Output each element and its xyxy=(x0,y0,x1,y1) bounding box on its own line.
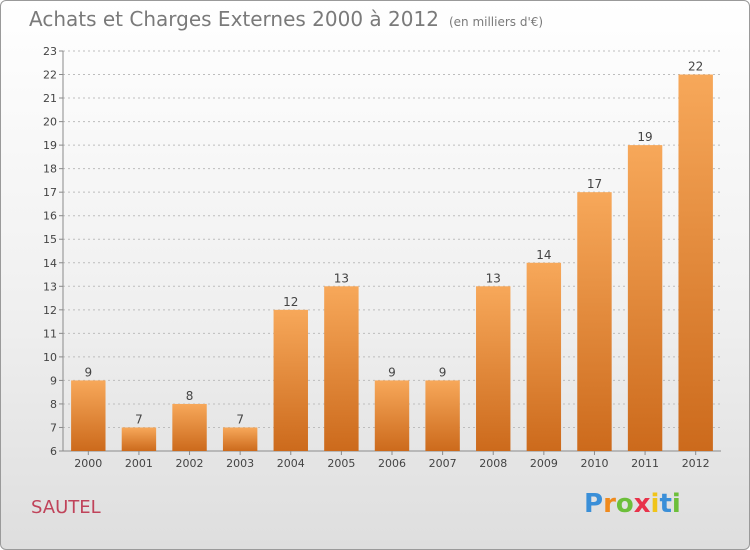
data-label: 8 xyxy=(186,389,194,403)
logo-letter: r xyxy=(603,489,616,519)
logo-letter: x xyxy=(633,489,651,519)
bar-2011 xyxy=(627,145,663,451)
x-tick-label: 2008 xyxy=(479,457,507,470)
x-tick-label: 2006 xyxy=(378,457,406,470)
y-tick-label: 22 xyxy=(43,69,57,82)
y-tick-label: 16 xyxy=(43,210,57,223)
x-tick-label: 2011 xyxy=(631,457,659,470)
x-tick-label: 2007 xyxy=(429,457,457,470)
city-label: SAUTEL xyxy=(31,497,101,518)
y-tick-label: 20 xyxy=(43,116,57,129)
bar-2004 xyxy=(273,309,308,451)
data-label: 22 xyxy=(688,60,703,74)
x-tick-label: 2009 xyxy=(530,457,558,470)
y-tick-label: 19 xyxy=(43,139,57,152)
y-tick-label: 11 xyxy=(43,327,57,340)
chart-title-text: Achats et Charges Externes 2000 à 2012 xyxy=(29,7,439,31)
y-tick-label: 8 xyxy=(50,398,57,411)
data-label: 9 xyxy=(439,365,447,379)
x-tick-label: 2001 xyxy=(125,457,153,470)
y-tick-label: 10 xyxy=(43,351,57,364)
y-tick-label: 13 xyxy=(43,280,57,293)
y-tick-label: 18 xyxy=(43,163,57,176)
bar-2010 xyxy=(577,192,612,452)
x-tick-label: 2012 xyxy=(682,457,710,470)
bar-2003 xyxy=(222,427,258,451)
logo-letter: o xyxy=(615,489,634,519)
y-tick-label: 21 xyxy=(43,92,57,105)
logo-letter: t xyxy=(659,489,672,519)
data-label: 9 xyxy=(388,365,396,379)
x-tick-label: 2002 xyxy=(176,457,204,470)
data-label: 9 xyxy=(84,365,92,379)
x-tick-label: 2000 xyxy=(74,457,102,470)
x-tick-label: 2010 xyxy=(580,457,608,470)
logo-letter: i xyxy=(650,489,660,519)
bar-2005 xyxy=(324,286,359,451)
y-tick-label: 7 xyxy=(50,421,57,434)
x-tick-label: 2003 xyxy=(226,457,254,470)
y-tick-label: 6 xyxy=(50,445,57,458)
chart-title: Achats et Charges Externes 2000 à 2012 (e… xyxy=(29,7,543,31)
bar-2000 xyxy=(71,380,106,451)
data-label: 19 xyxy=(637,130,652,144)
chart-unit-text: (en milliers d'€) xyxy=(448,15,544,29)
bar-2007 xyxy=(425,380,460,451)
x-tick-label: 2005 xyxy=(327,457,355,470)
y-tick-label: 12 xyxy=(43,304,57,317)
data-label: 7 xyxy=(135,412,143,426)
y-tick-label: 23 xyxy=(43,45,57,58)
data-label: 17 xyxy=(587,177,602,191)
logo-letter: P xyxy=(584,489,604,519)
bar-2012 xyxy=(678,74,713,451)
bar-2009 xyxy=(526,262,562,451)
logo-letter: i xyxy=(671,489,681,519)
data-label: 14 xyxy=(536,248,551,262)
data-label: 12 xyxy=(283,295,298,309)
y-tick-label: 9 xyxy=(50,374,57,387)
data-label: 13 xyxy=(334,271,349,285)
bar-2008 xyxy=(476,286,511,451)
bar-2006 xyxy=(374,380,410,451)
data-label: 7 xyxy=(236,412,244,426)
data-label: 13 xyxy=(486,271,501,285)
bar-2002 xyxy=(172,403,207,451)
y-tick-label: 15 xyxy=(43,233,57,246)
proxiti-logo: Proxiti xyxy=(584,489,681,519)
y-tick-label: 17 xyxy=(43,186,57,199)
y-tick-label: 14 xyxy=(43,257,57,270)
x-tick-label: 2004 xyxy=(277,457,305,470)
bar-2001 xyxy=(121,427,157,451)
